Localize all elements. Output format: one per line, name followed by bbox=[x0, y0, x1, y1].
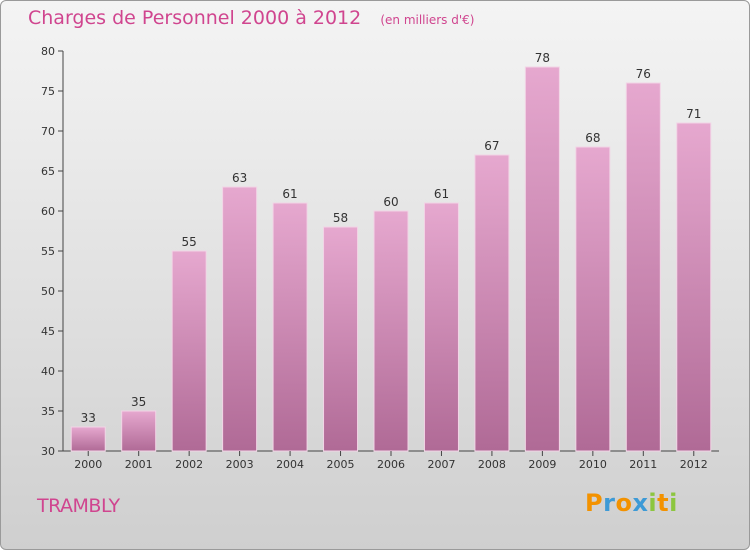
y-tick-label: 55 bbox=[41, 245, 55, 258]
bar bbox=[222, 186, 258, 452]
y-tick-label: 65 bbox=[41, 165, 55, 178]
chart-unit: (en milliers d'€) bbox=[380, 13, 475, 27]
bar-value-label: 60 bbox=[383, 195, 398, 209]
bar-value-label: 61 bbox=[282, 187, 297, 201]
x-tick-label: 2003 bbox=[226, 458, 254, 471]
chart-title: Charges de Personnel 2000 à 2012 bbox=[28, 7, 362, 29]
bar bbox=[676, 122, 712, 452]
x-tick-label: 2002 bbox=[175, 458, 203, 471]
x-tick-label: 2012 bbox=[680, 458, 708, 471]
commune-name: TRAMBLY bbox=[37, 495, 120, 517]
x-tick-label: 2007 bbox=[427, 458, 455, 471]
y-tick-label: 40 bbox=[41, 365, 55, 378]
y-tick-label: 60 bbox=[41, 205, 55, 218]
logo-letter: P bbox=[585, 489, 604, 517]
x-tick-label: 2004 bbox=[276, 458, 304, 471]
y-tick-label: 70 bbox=[41, 125, 55, 138]
x-tick-label: 2000 bbox=[74, 458, 102, 471]
x-tick-label: 2010 bbox=[579, 458, 607, 471]
logo-letter: t bbox=[657, 489, 670, 517]
x-tick-label: 2006 bbox=[377, 458, 405, 471]
bar bbox=[373, 210, 409, 452]
bar bbox=[171, 250, 207, 452]
bar-value-label: 61 bbox=[434, 187, 449, 201]
bar bbox=[575, 146, 611, 452]
bar-value-label: 67 bbox=[484, 139, 499, 153]
bar bbox=[524, 66, 560, 452]
y-tick-label: 30 bbox=[41, 445, 55, 458]
y-tick-label: 80 bbox=[41, 45, 55, 58]
bar bbox=[423, 202, 459, 452]
logo-letter: i bbox=[669, 489, 678, 517]
bar bbox=[323, 226, 359, 452]
bar bbox=[272, 202, 308, 452]
bar-value-label: 63 bbox=[232, 171, 247, 185]
logo-letter: i bbox=[648, 489, 658, 517]
x-tick-label: 2008 bbox=[478, 458, 506, 471]
bar-value-label: 58 bbox=[333, 211, 348, 225]
bar-value-label: 68 bbox=[585, 131, 600, 145]
bar bbox=[121, 410, 157, 452]
bar-value-label: 35 bbox=[131, 395, 146, 409]
proxiti-logo: Proxiti bbox=[585, 489, 678, 517]
logo-letter: r bbox=[603, 489, 616, 517]
x-tick-label: 2009 bbox=[528, 458, 556, 471]
y-tick-label: 45 bbox=[41, 325, 55, 338]
bar bbox=[70, 426, 106, 452]
bar-value-label: 76 bbox=[636, 67, 651, 81]
logo-letter: x bbox=[632, 489, 649, 517]
bar-value-label: 55 bbox=[182, 235, 197, 249]
y-tick-label: 50 bbox=[41, 285, 55, 298]
x-tick-label: 2005 bbox=[327, 458, 355, 471]
y-tick-label: 35 bbox=[41, 405, 55, 418]
bar-value-label: 78 bbox=[535, 51, 550, 65]
logo-letter: o bbox=[615, 489, 633, 517]
bar-value-label: 71 bbox=[686, 107, 701, 121]
y-tick-label: 75 bbox=[41, 85, 55, 98]
x-tick-label: 2011 bbox=[629, 458, 657, 471]
bar bbox=[474, 154, 510, 452]
bar-value-label: 33 bbox=[81, 411, 96, 425]
x-tick-label: 2001 bbox=[125, 458, 153, 471]
bar bbox=[625, 82, 661, 452]
title-row: Charges de Personnel 2000 à 2012 (en mil… bbox=[28, 7, 474, 29]
